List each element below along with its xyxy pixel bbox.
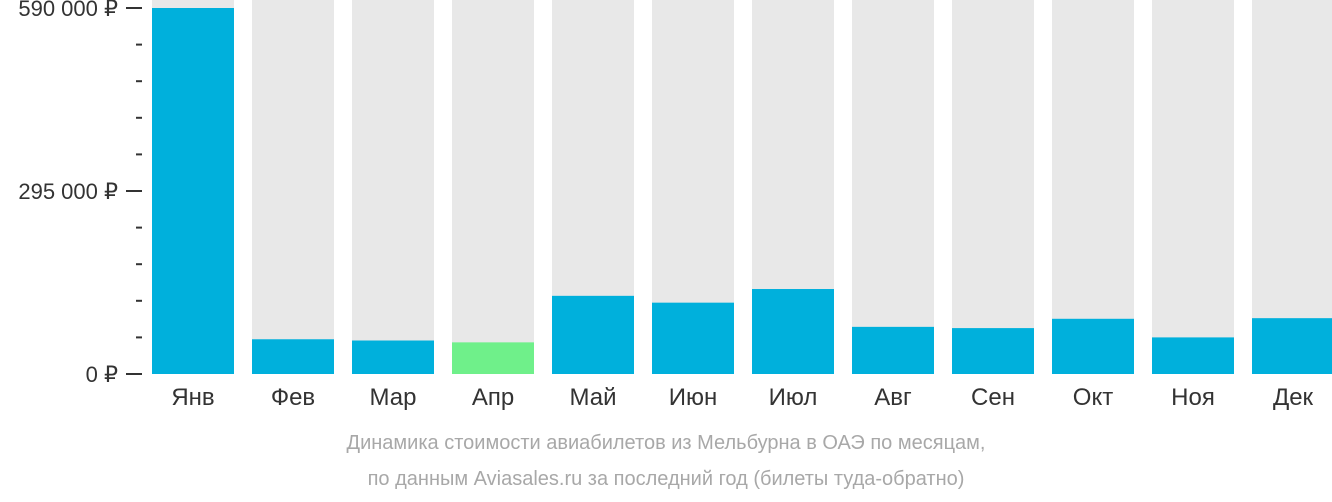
data-bars bbox=[152, 8, 1332, 374]
bar-8[interactable] bbox=[852, 326, 934, 374]
x-tick-label: Май bbox=[569, 384, 616, 411]
bar-1[interactable] bbox=[152, 8, 234, 374]
x-tick-label: Июл bbox=[769, 384, 818, 411]
x-tick-label: Июн bbox=[669, 384, 718, 411]
background-bars bbox=[152, 0, 1332, 374]
bar-background bbox=[1252, 0, 1332, 374]
bar-2[interactable] bbox=[252, 339, 334, 374]
bar-11[interactable] bbox=[1152, 337, 1234, 374]
x-tick-label: Окт bbox=[1073, 384, 1113, 411]
bar-background bbox=[1152, 0, 1234, 374]
x-axis-labels: Янв Фев Мар Апр Май Июн Июл Авг Сен Окт Ноя Дек bbox=[171, 384, 1313, 411]
x-tick-label: Янв bbox=[171, 384, 214, 411]
y-tick-label: 295 000 ₽ bbox=[18, 179, 118, 204]
bar-10[interactable] bbox=[1052, 318, 1134, 374]
caption-line-1: Динамика стоимости авиабилетов из Мельбу… bbox=[346, 432, 986, 454]
bar-3[interactable] bbox=[352, 340, 434, 374]
bar-9[interactable] bbox=[952, 328, 1034, 374]
y-axis: 0 ₽ 295 000 ₽ 590 000 ₽ bbox=[18, 0, 142, 387]
bar-6[interactable] bbox=[652, 302, 734, 374]
x-tick-label: Фев bbox=[271, 384, 315, 411]
x-tick-label: Сен bbox=[971, 384, 1015, 411]
bar-background bbox=[352, 0, 434, 374]
bar-12[interactable] bbox=[1252, 318, 1332, 374]
y-tick-label: 590 000 ₽ bbox=[18, 0, 118, 21]
bar-background bbox=[1052, 0, 1134, 374]
bar-4[interactable] bbox=[452, 342, 534, 374]
caption-line-2: по данным Aviasales.ru за последний год … bbox=[367, 468, 965, 490]
bar-background bbox=[252, 0, 334, 374]
bar-7[interactable] bbox=[752, 289, 834, 374]
y-tick-label: 0 ₽ bbox=[86, 362, 118, 387]
bar-chart: 0 ₽ 295 000 ₽ 590 000 ₽ Янв Фев Мар Апр Май Июн… bbox=[18, 0, 1332, 411]
bar-background bbox=[852, 0, 934, 374]
x-tick-label: Дек bbox=[1273, 384, 1314, 411]
bar-background bbox=[452, 0, 534, 374]
bar-5[interactable] bbox=[552, 295, 634, 374]
x-tick-label: Ноя bbox=[1171, 384, 1215, 411]
x-tick-label: Апр bbox=[472, 384, 514, 411]
bar-background bbox=[952, 0, 1034, 374]
x-tick-label: Мар bbox=[370, 384, 417, 411]
x-tick-label: Авг bbox=[874, 384, 912, 411]
